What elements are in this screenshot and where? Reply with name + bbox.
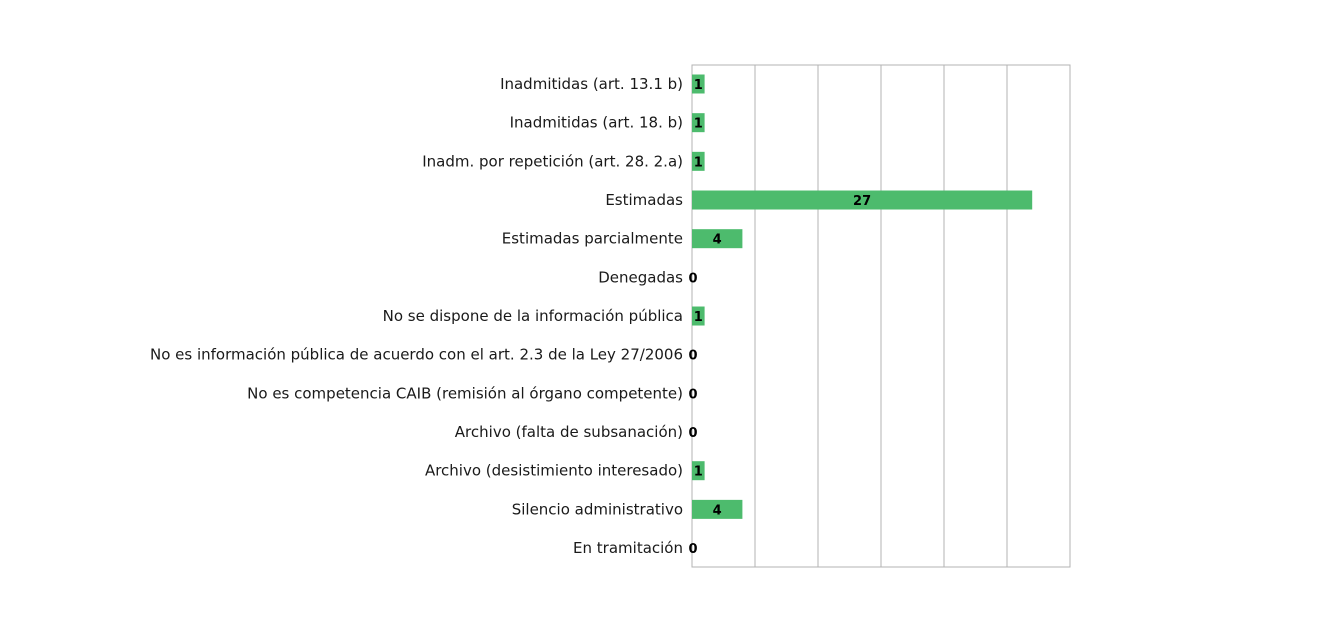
data-labels: 1 1 1 27 4 0 1 0 0 0 1 4 0 (688, 78, 871, 557)
data-label-9: 0 (688, 426, 697, 441)
bar-2 (692, 151, 705, 171)
category-label-5: Denegadas (598, 268, 683, 286)
data-label-11: 4 (713, 503, 722, 518)
data-label-8: 0 (688, 387, 697, 402)
category-label-6: No se dispone de la información pública (383, 307, 683, 325)
data-label-10: 1 (694, 465, 703, 480)
data-label-6: 1 (694, 310, 703, 325)
category-label-7: No es información pública de acuerdo con… (150, 346, 683, 364)
data-label-4: 4 (713, 233, 722, 248)
category-label-10: Archivo (desistimiento interesado) (425, 462, 683, 480)
category-label-1: Inadmitidas (art. 18. b) (510, 114, 683, 132)
bar-0 (692, 74, 705, 94)
data-label-5: 0 (688, 271, 697, 286)
category-labels: Inadmitidas (art. 13.1 b) Inadmitidas (ar… (150, 75, 683, 557)
category-label-0: Inadmitidas (art. 13.1 b) (500, 75, 683, 93)
category-label-3: Estimadas (605, 191, 683, 209)
grid-lines (691, 65, 1071, 567)
category-label-2: Inadm. por repetición (art. 28. 2.a) (422, 152, 683, 170)
data-label-3: 27 (853, 194, 871, 209)
category-label-8: No es competencia CAIB (remisión al órga… (247, 384, 683, 402)
bar-10 (692, 461, 705, 481)
category-label-12: En tramitación (573, 539, 683, 557)
data-label-0: 1 (694, 78, 703, 93)
bar-3 (692, 190, 1033, 210)
data-label-2: 1 (694, 155, 703, 170)
data-label-1: 1 (694, 117, 703, 132)
bar-11 (692, 499, 743, 519)
data-label-12: 0 (688, 542, 697, 557)
bar-6 (692, 306, 705, 326)
bar-4 (692, 229, 743, 249)
data-label-7: 0 (688, 349, 697, 364)
bars (692, 74, 1033, 519)
category-label-4: Estimadas parcialmente (502, 230, 683, 248)
category-label-11: Silencio administrativo (512, 500, 683, 518)
bar-1 (692, 113, 705, 133)
category-label-9: Archivo (falta de subsanación) (455, 423, 683, 441)
